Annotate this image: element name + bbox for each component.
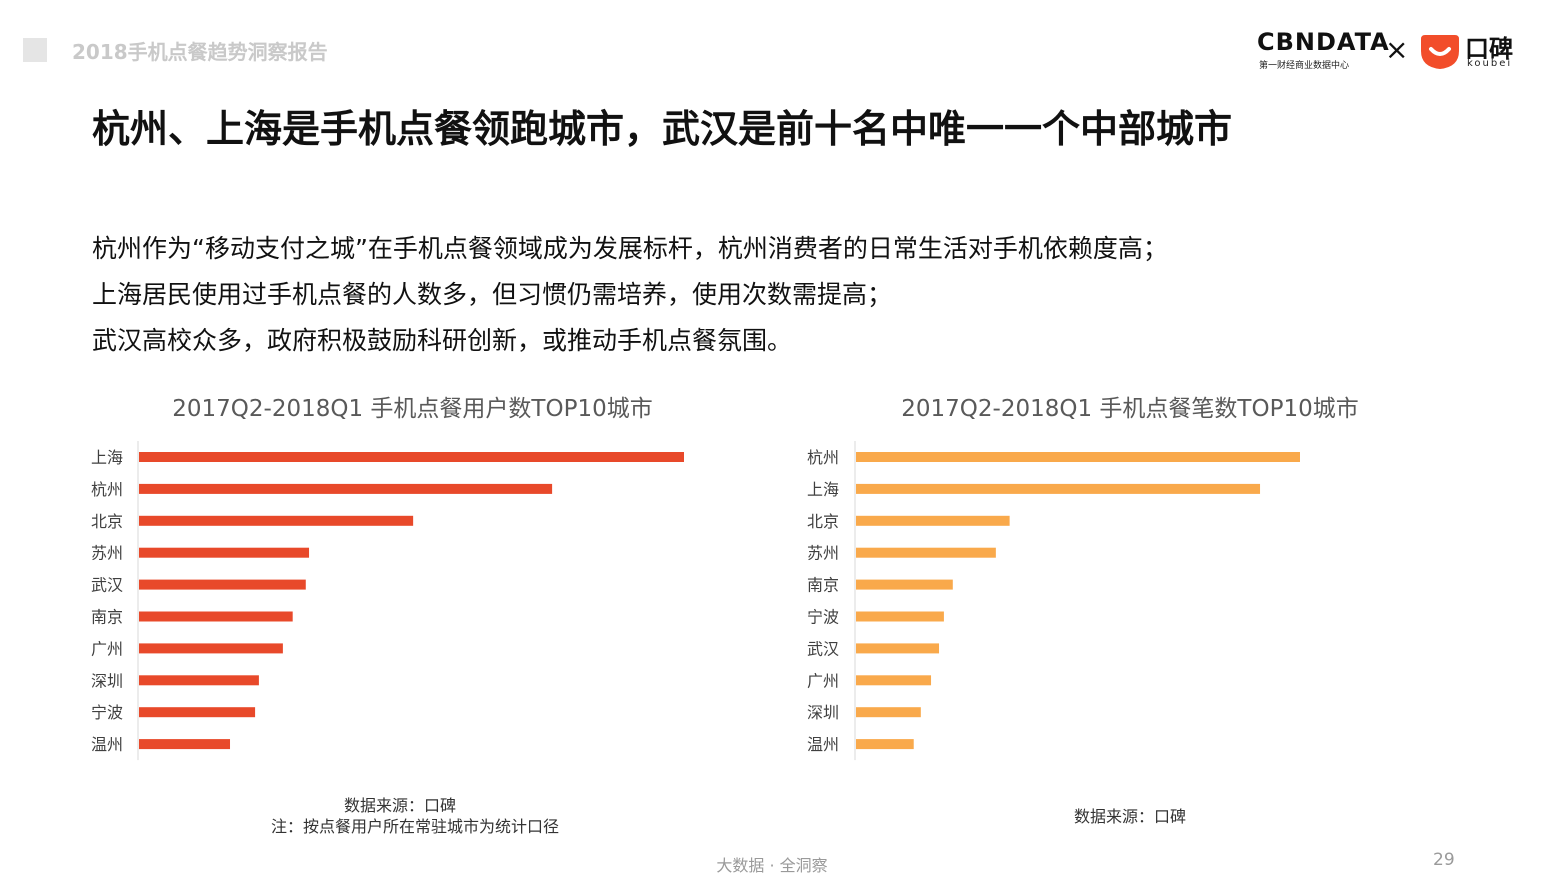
category-tick-label: 深圳	[91, 671, 123, 690]
bar	[139, 547, 310, 558]
category-tick-label: 上海	[807, 480, 839, 499]
bar	[139, 579, 306, 590]
bar	[856, 547, 996, 558]
body-line: 杭州作为“移动支付之城”在手机点餐领域成为发展标杆，杭州消费者的日常生活对手机依…	[92, 234, 1168, 263]
bar	[856, 643, 940, 654]
category-tick-label: 广州	[91, 639, 123, 658]
category-tick-label: 苏州	[91, 544, 123, 563]
chart-title-users: 2017Q2-2018Q1 手机点餐用户数TOP10城市	[172, 396, 653, 422]
category-tick-label: 上海	[91, 448, 123, 467]
category-tick-label: 苏州	[807, 544, 839, 563]
category-tick-label: 武汉	[807, 639, 839, 658]
category-tick-label: 南京	[91, 608, 123, 627]
category-tick-label: 广州	[807, 671, 839, 690]
footer-slogan: 大数据 · 全洞察	[716, 856, 828, 875]
category-tick-label: 杭州	[807, 448, 839, 467]
bar	[139, 643, 283, 654]
page-heading: 杭州、上海是手机点餐领跑城市，武汉是前十名中唯一一个中部城市	[92, 107, 1233, 151]
cbndata-logo-subtitle: 第一财经商业数据中心	[1259, 61, 1350, 71]
chart-title-orders: 2017Q2-2018Q1 手机点餐笔数TOP10城市	[901, 396, 1359, 422]
page-number: 29	[1433, 850, 1455, 870]
cbndata-logo-text: CBNDATA	[1257, 28, 1390, 56]
category-tick-label: 南京	[807, 576, 839, 595]
report-title: 2018手机点餐趋势洞察报告	[72, 40, 328, 64]
bar	[856, 483, 1261, 494]
bar	[139, 675, 259, 686]
category-tick-label: 北京	[807, 512, 839, 531]
category-tick-label: 深圳	[807, 703, 839, 722]
category-tick-label: 北京	[91, 512, 123, 531]
body-line: 上海居民使用过手机点餐的人数多，但习惯仍需培养，使用次数需提高；	[92, 280, 893, 309]
category-tick-label: 温州	[807, 735, 839, 754]
category-tick-label: 武汉	[91, 576, 123, 595]
body-line: 武汉高校众多，政府积极鼓励科研创新，或推动手机点餐氛围。	[92, 326, 793, 355]
times-icon: ×	[1385, 33, 1409, 66]
category-tick-label: 温州	[91, 735, 123, 754]
chart-source-users: 数据来源：口碑	[343, 796, 456, 815]
bar	[139, 452, 684, 462]
bar	[856, 675, 932, 686]
bar	[856, 452, 1300, 462]
bar	[139, 611, 293, 622]
bar	[139, 707, 256, 718]
chart-note-users: 注：按点餐用户所在常驻城市为统计口径	[270, 817, 559, 836]
bar	[856, 739, 914, 750]
koubei-smile-icon	[1421, 35, 1459, 69]
bar	[139, 739, 231, 750]
bar	[139, 483, 553, 494]
body-text: 杭州作为“移动支付之城”在手机点餐领域成为发展标杆，杭州消费者的日常生活对手机依…	[92, 226, 1168, 364]
bar	[856, 707, 921, 718]
category-tick-label: 杭州	[91, 480, 123, 499]
chart-source-orders: 数据来源：口碑	[1073, 807, 1186, 826]
category-tick-label: 宁波	[91, 703, 123, 722]
bar	[139, 515, 414, 526]
category-tick-label: 宁波	[807, 608, 839, 627]
bar	[856, 579, 953, 590]
partner-logos: CBNDATA 第一财经商业数据中心 × 口碑 koubei	[1257, 28, 1517, 72]
bar	[856, 515, 1010, 526]
bar	[856, 611, 944, 622]
koubei-logo-subtitle: koubei	[1467, 58, 1513, 69]
corner-square-decoration	[23, 38, 47, 62]
koubei-logo-text: 口碑	[1465, 35, 1513, 63]
